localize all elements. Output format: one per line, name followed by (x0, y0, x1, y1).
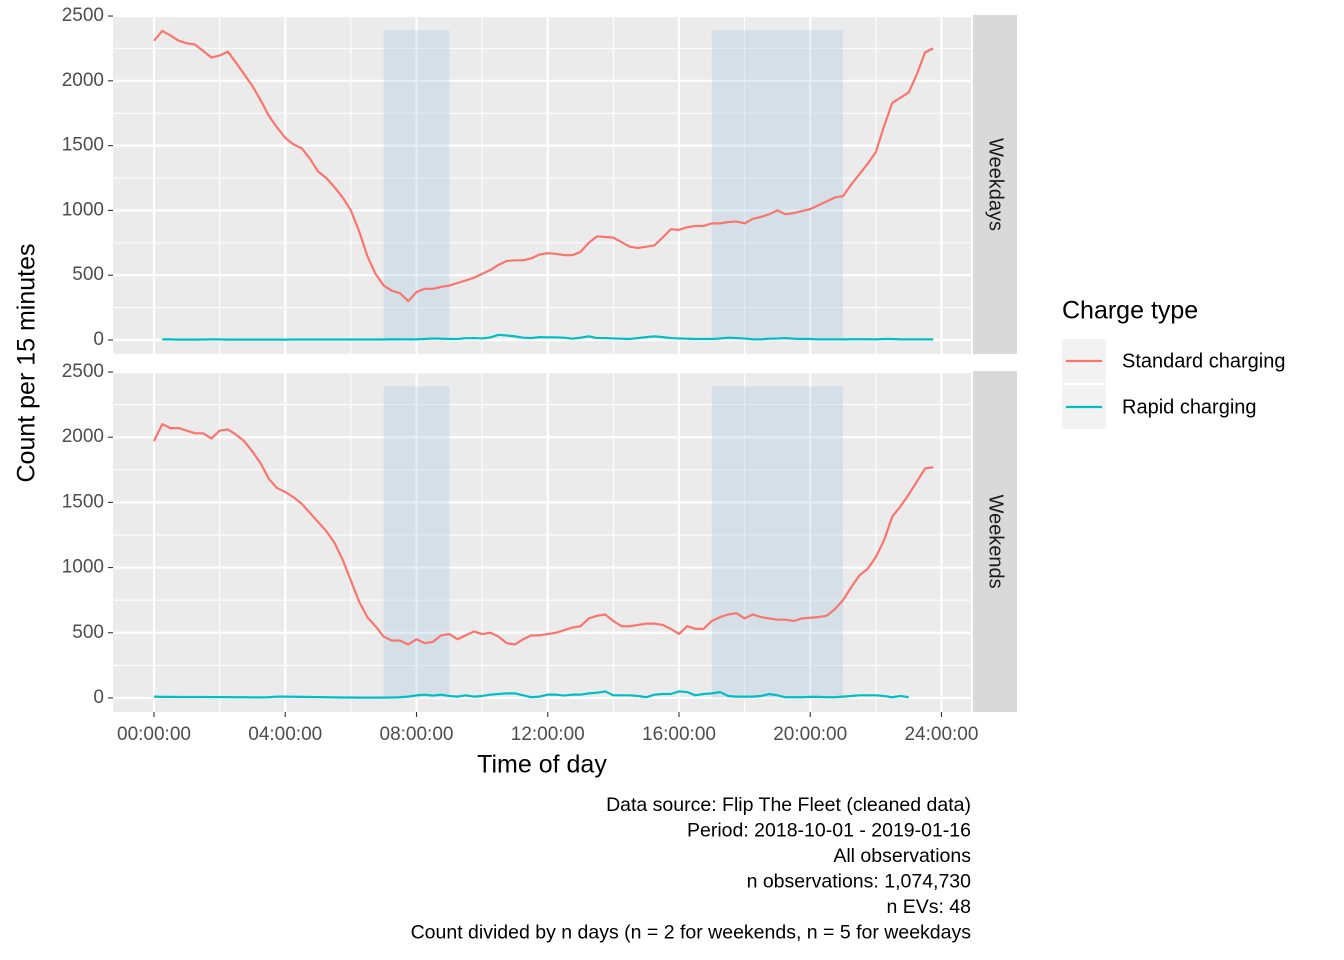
series-line (153, 423, 934, 646)
x-tick-label: 04:00:00 (248, 724, 322, 745)
panel-background (113, 371, 971, 712)
y-tick-label: 1000 (62, 557, 104, 578)
y-tick-label: 1500 (62, 491, 104, 512)
panel-background (113, 15, 971, 354)
x-tick-label: 24:00:00 (904, 724, 978, 745)
y-tick-label: 500 (72, 622, 104, 643)
facet-strip (973, 15, 1017, 354)
facet-strip (973, 371, 1017, 712)
caption-line: n EVs: 48 (886, 896, 971, 918)
series-line (153, 29, 934, 303)
facet-label: Weekdays (985, 138, 1007, 231)
legend-label: Rapid charging (1122, 396, 1257, 418)
y-tick-label: 2000 (62, 70, 104, 91)
x-tick-label: 12:00:00 (511, 724, 585, 745)
y-tick-label: 0 (93, 329, 104, 350)
shaded-period (383, 386, 450, 698)
legend-title: Charge type (1062, 297, 1198, 325)
y-tick-label: 0 (93, 687, 104, 708)
x-axis-title: Time of day (477, 751, 607, 779)
caption-line: Count divided by n days (n = 2 for weeke… (411, 922, 972, 944)
caption-line: Data source: Flip The Fleet (cleaned dat… (606, 794, 971, 816)
caption-line: Period: 2018-10-01 - 2019-01-16 (687, 820, 971, 842)
facet-label: Weekends (985, 494, 1007, 588)
y-tick-label: 1000 (62, 199, 104, 220)
series-line (162, 333, 934, 341)
y-tick-label: 1500 (62, 135, 104, 156)
series-line (153, 690, 909, 699)
y-tick-label: 2000 (62, 426, 104, 447)
y-tick-label: 500 (72, 264, 104, 285)
shaded-period (711, 30, 844, 341)
y-axis-title: Count per 15 minutes (13, 243, 41, 482)
y-tick-label: 2500 (62, 5, 104, 26)
x-tick-label: 16:00:00 (642, 724, 716, 745)
x-tick-label: 20:00:00 (773, 724, 847, 745)
y-tick-label: 2500 (62, 361, 104, 382)
caption-line: n observations: 1,074,730 (747, 871, 972, 893)
shaded-period (711, 386, 844, 698)
caption-line: All observations (833, 845, 971, 867)
x-tick-label: 08:00:00 (380, 724, 454, 745)
legend-label: Standard charging (1122, 350, 1285, 372)
x-tick-label: 00:00:00 (117, 724, 191, 745)
